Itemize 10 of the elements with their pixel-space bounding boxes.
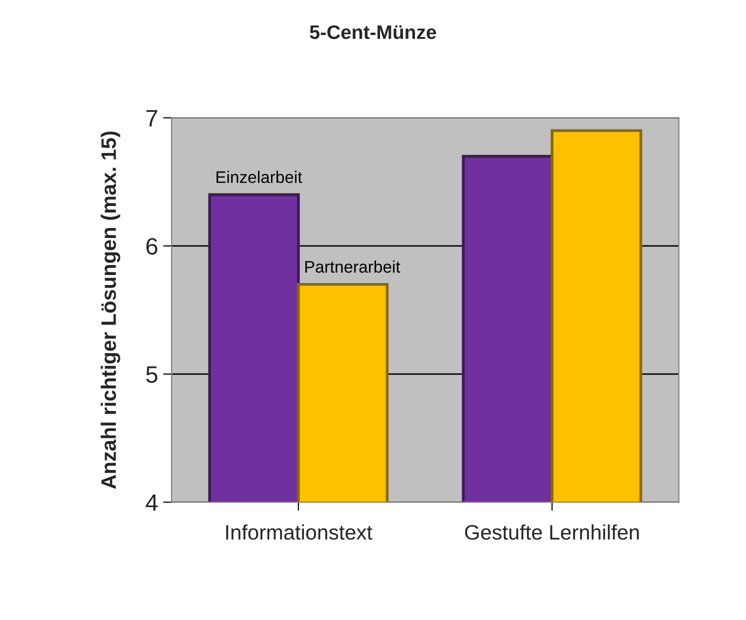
x-tick-label: Gestufte Lernhilfen <box>465 524 639 540</box>
y-tick-label: 6 <box>146 238 158 255</box>
y-tick-label: 5 <box>146 366 158 383</box>
series-label: Einzelarbeit <box>216 170 302 184</box>
y-tick-label: 7 <box>146 110 158 126</box>
series-label: Partnerarbeit <box>305 260 400 273</box>
chart-title: 5-Cent-Münze <box>310 25 436 40</box>
x-tick-label: Informationstext <box>226 524 372 540</box>
y-axis-title: Anzahl richtiger Lösungen (max. 15) <box>100 132 120 489</box>
y-tick-label: 4 <box>146 494 158 511</box>
